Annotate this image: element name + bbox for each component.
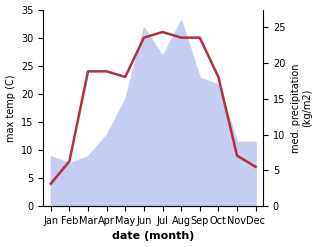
Y-axis label: max temp (C): max temp (C) — [5, 74, 16, 142]
Y-axis label: med. precipitation
(kg/m2): med. precipitation (kg/m2) — [291, 63, 313, 153]
X-axis label: date (month): date (month) — [112, 231, 194, 242]
